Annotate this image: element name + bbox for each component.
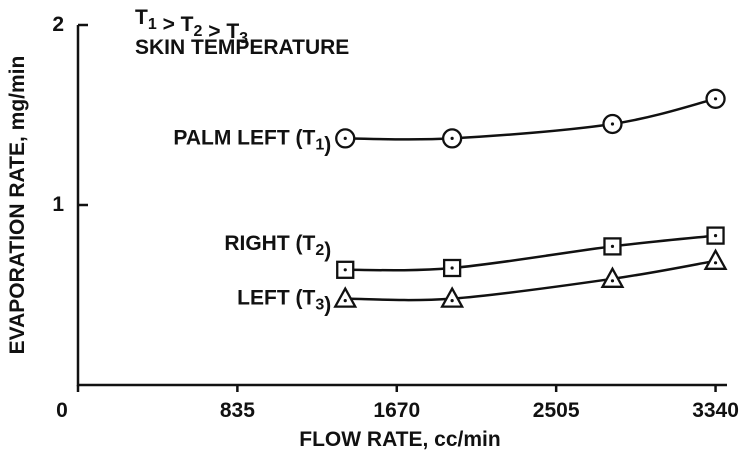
marker-dot (610, 122, 615, 126)
x-tick-label: 2505 (533, 399, 580, 422)
marker (333, 286, 358, 308)
axis-line (76, 25, 727, 387)
marker-dot (450, 299, 454, 303)
series-line (345, 259, 716, 302)
x-tick-label: 3340 (692, 399, 739, 422)
marker (440, 286, 465, 308)
marker-dot (343, 299, 347, 303)
y-tick-label: 2 (52, 13, 64, 36)
marker-dot (450, 266, 454, 270)
marker-dot (610, 244, 615, 248)
y-tick-label: 1 (52, 193, 64, 216)
marker-dot (450, 136, 454, 140)
series-line (345, 234, 716, 272)
marker-dot (713, 97, 718, 101)
marker-dot (610, 279, 615, 283)
series-line (345, 97, 716, 141)
annotation: SKIN TEMPERATURE (135, 36, 349, 59)
x-tick-label: 1670 (373, 399, 420, 422)
marker-dot (343, 268, 347, 272)
marker (600, 266, 625, 288)
y-axis-label: EVAPORATION RATE, mg/min (6, 56, 29, 355)
marker-dot (713, 261, 718, 265)
marker-dot (343, 136, 347, 140)
series-label: PALM LEFT (T1) (173, 126, 331, 156)
x-axis-label: FLOW RATE, cc/min (299, 428, 500, 451)
marker (703, 248, 728, 270)
series-label: LEFT (T3) (237, 286, 331, 316)
marker-dot (713, 234, 718, 238)
x-tick-label: 0 (56, 399, 68, 422)
series-label: RIGHT (T2) (224, 231, 331, 261)
annotation: T1 > T2 > T3 (135, 6, 248, 48)
x-tick-label: 835 (220, 399, 255, 422)
